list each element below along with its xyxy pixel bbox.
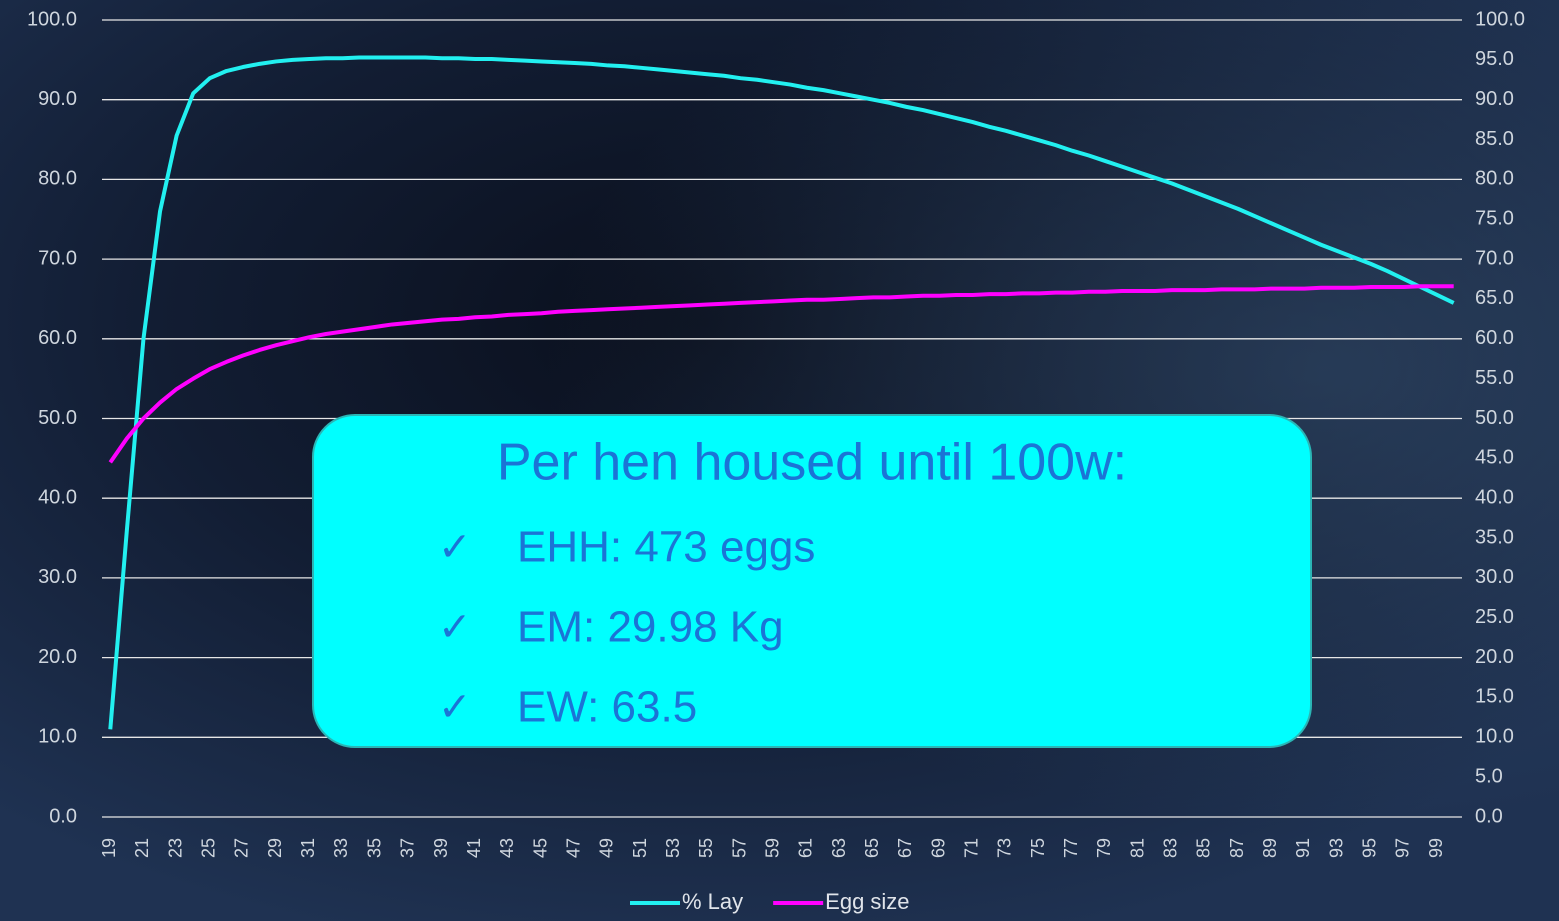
annotation: Per hen housed until 100w: ✓ EHH: 473 egg…: [312, 414, 1312, 748]
annotation-item: EM: 29.98 Kg: [517, 603, 784, 652]
x-tick-label: 25: [199, 838, 219, 858]
x-tick-label: 85: [1194, 838, 1214, 858]
x-tick-label: 81: [1127, 838, 1147, 858]
y-tick-label: 10.0: [38, 726, 77, 748]
x-tick-label: 31: [298, 838, 318, 858]
y2-tick-label: 5.0: [1475, 765, 1503, 787]
annotation-box: [312, 414, 1312, 748]
y2-tick-label: 50.0: [1475, 407, 1514, 429]
annotation-item: EHH: 473 eggs: [517, 523, 815, 572]
y2-tick-label: 60.0: [1475, 327, 1514, 349]
x-tick-label: 71: [961, 838, 981, 858]
x-tick-label: 67: [895, 838, 915, 858]
y-tick-label: 40.0: [38, 486, 77, 508]
x-tick-label: 69: [928, 838, 948, 858]
y2-tick-label: 15.0: [1475, 686, 1514, 708]
x-tick-label: 45: [530, 838, 550, 858]
x-tick-label: 75: [1028, 838, 1048, 858]
y2-tick-label: 85.0: [1475, 128, 1514, 150]
check-mark: ✓: [438, 526, 472, 570]
y2-tick-label: 65.0: [1475, 287, 1514, 309]
x-tick-label: 49: [597, 838, 617, 858]
check-mark: ✓: [438, 606, 472, 650]
x-tick-label: 53: [663, 838, 683, 858]
x-tick-label: 79: [1094, 838, 1114, 858]
y2-tick-label: 100.0: [1475, 8, 1525, 30]
x-tick-label: 33: [331, 838, 351, 858]
x-tick-label: 35: [364, 838, 384, 858]
y-tick-label: 80.0: [38, 168, 77, 190]
y2-tick-label: 30.0: [1475, 566, 1514, 588]
y2-tick-label: 40.0: [1475, 486, 1514, 508]
x-tick-label: 29: [265, 838, 285, 858]
y2-tick-label: 70.0: [1475, 247, 1514, 269]
x-tick-label: 99: [1426, 838, 1446, 858]
x-tick-label: 27: [232, 838, 252, 858]
x-tick-label: 43: [497, 838, 517, 858]
x-tick-label: 47: [563, 838, 583, 858]
x-tick-label: 41: [464, 838, 484, 858]
y2-tick-label: 35.0: [1475, 526, 1514, 548]
y-tick-label: 0.0: [49, 805, 77, 827]
y2-tick-label: 80.0: [1475, 168, 1514, 190]
y-tick-label: 100.0: [27, 8, 77, 30]
x-tick-label: 61: [796, 838, 816, 858]
x-tick-label: 91: [1293, 838, 1313, 858]
y2-tick-label: 20.0: [1475, 646, 1514, 668]
y2-tick-label: 10.0: [1475, 726, 1514, 748]
x-tick-label: 83: [1161, 838, 1181, 858]
y-tick-label: 60.0: [38, 327, 77, 349]
x-tick-label: 59: [762, 838, 782, 858]
annotation-title: Per hen housed until 100w:: [497, 434, 1127, 492]
y2-tick-label: 45.0: [1475, 447, 1514, 469]
x-tick-label: 95: [1360, 838, 1380, 858]
x-tick-label: 87: [1227, 838, 1247, 858]
x-tick-label: 23: [165, 838, 185, 858]
y-tick-label: 50.0: [38, 407, 77, 429]
legend-label: Egg size: [825, 889, 909, 914]
lines: [108, 55, 1455, 730]
x-tick-label: 39: [431, 838, 451, 858]
y2-tick-label: 55.0: [1475, 367, 1514, 389]
y2-tick-label: 25.0: [1475, 606, 1514, 628]
x-tick-label: 19: [99, 838, 119, 858]
y-tick-label: 20.0: [38, 646, 77, 668]
y2-tick-label: 0.0: [1475, 805, 1503, 827]
x-tick-label: 51: [630, 838, 650, 858]
check-mark: ✓: [438, 686, 472, 730]
x-tick-label: 89: [1260, 838, 1280, 858]
x-tick-label: 93: [1326, 838, 1346, 858]
y2-tick-label: 75.0: [1475, 208, 1514, 230]
x-tick-label: 97: [1393, 838, 1413, 858]
y2-tick-label: 90.0: [1475, 88, 1514, 110]
x-tick-label: 21: [132, 838, 152, 858]
x-tick-label: 55: [696, 838, 716, 858]
x-tick-label: 65: [862, 838, 882, 858]
y-tick-label: 70.0: [38, 247, 77, 269]
annotation-item: EW: 63.5: [517, 683, 697, 732]
y2-tick-label: 95.0: [1475, 48, 1514, 70]
x-tick-label: 57: [729, 838, 749, 858]
legend-label: % Lay: [682, 889, 743, 914]
y-tick-label: 30.0: [38, 566, 77, 588]
x-tick-label: 37: [398, 838, 418, 858]
x-tick-label: 77: [1061, 838, 1081, 858]
y-tick-label: 90.0: [38, 88, 77, 110]
series-line: [108, 55, 1455, 730]
x-tick-label: 63: [829, 838, 849, 858]
x-tick-label: 73: [995, 838, 1015, 858]
series-line: [108, 284, 1454, 464]
